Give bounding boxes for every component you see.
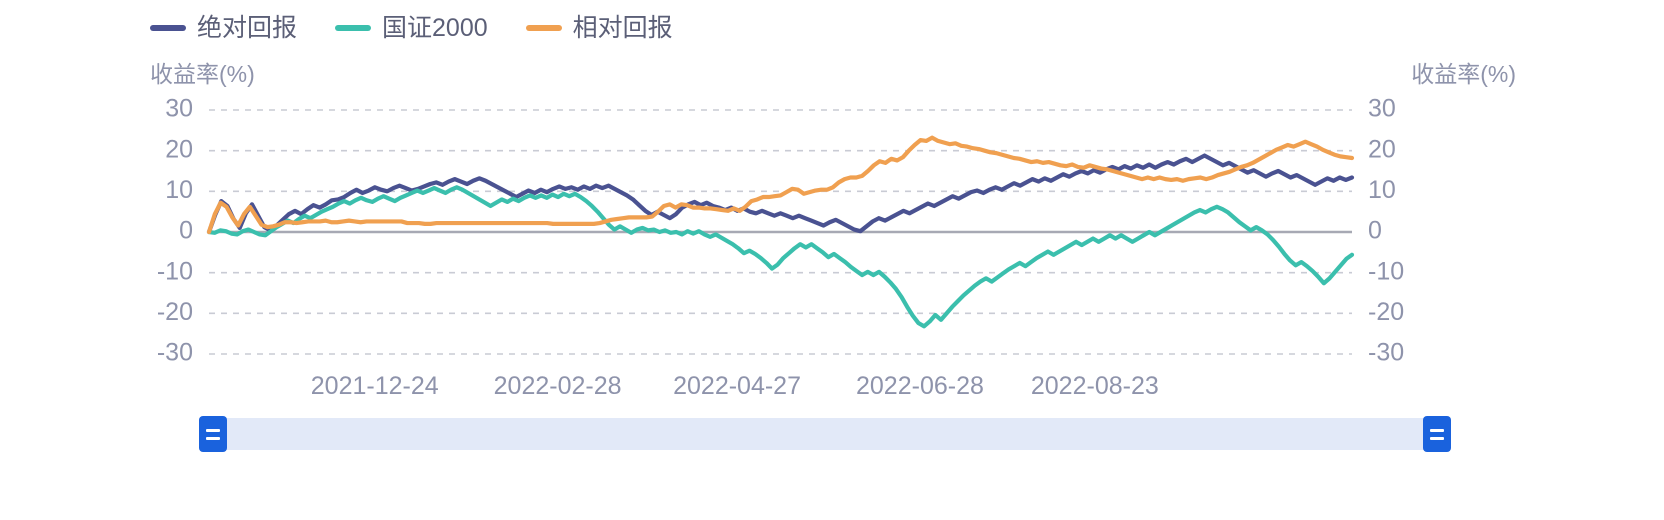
handle-bar-icon: [1430, 428, 1444, 432]
series-line: [206, 185, 1355, 329]
x-axis-tick-label: 2022-06-28: [856, 372, 984, 400]
handle-bar-icon: [206, 436, 220, 440]
right-y-axis-ticks: 30 20 10 0 -10 -20 -30: [1368, 95, 1404, 367]
legend-item[interactable]: 国证2000: [335, 13, 488, 42]
x-axis-tick-label: 2021-12-24: [311, 372, 439, 400]
axis-tick-label: 30: [165, 95, 193, 123]
axis-tick-label: 30: [1368, 95, 1396, 123]
handle-bar-icon: [206, 428, 220, 432]
axis-tick-label: -20: [157, 298, 193, 326]
axis-tick-label: 10: [1368, 176, 1396, 204]
series-line: [206, 153, 1355, 235]
chart-legend: 绝对回报 国证2000 相对回报: [150, 10, 673, 46]
left-axis-name: 收益率(%): [150, 61, 255, 87]
legend-label: 国证2000: [382, 13, 488, 42]
axis-tick-label: 0: [179, 217, 193, 245]
x-axis-tick-label: 2022-08-23: [1031, 372, 1159, 400]
datazoom-track[interactable]: [200, 418, 1450, 450]
line-swatch-icon: [150, 25, 186, 31]
axis-tick-label: 20: [165, 135, 193, 163]
legend-item[interactable]: 相对回报: [525, 13, 673, 42]
legend-label: 绝对回报: [197, 13, 298, 42]
handle-bar-icon: [1430, 436, 1444, 440]
legend-label: 相对回报: [572, 13, 673, 42]
datazoom-right-handle[interactable]: [1423, 416, 1451, 452]
axis-tick-label: 20: [1368, 135, 1396, 163]
axis-tick-label: -20: [1368, 298, 1404, 326]
line-swatch-icon: [335, 25, 372, 31]
axis-tick-label: -10: [157, 257, 193, 285]
x-axis-ticks: 2021-12-24 2022-02-28 2022-04-27 2022-06-28…: [311, 372, 1159, 400]
axis-tick-label: -30: [157, 339, 193, 367]
datazoom-left-handle[interactable]: [199, 416, 227, 452]
axis-tick-label: 10: [165, 176, 193, 204]
gridlines: [209, 109, 1352, 355]
legend-item[interactable]: 绝对回报: [150, 13, 298, 42]
x-axis-tick-label: 2022-02-28: [494, 372, 622, 400]
line-swatch-icon: [525, 25, 562, 31]
series-lines: [206, 135, 1355, 329]
axis-tick-label: -10: [1368, 257, 1404, 285]
right-axis-name: 收益率(%): [1411, 61, 1516, 87]
axis-tick-label: 0: [1368, 217, 1382, 245]
datazoom-slider[interactable]: [199, 416, 1451, 452]
left-y-axis-ticks: 30 20 10 0 -10 -20 -30: [157, 95, 193, 367]
axis-tick-label: -30: [1368, 339, 1404, 367]
x-axis-tick-label: 2022-04-27: [673, 372, 801, 400]
series-line: [206, 135, 1355, 235]
